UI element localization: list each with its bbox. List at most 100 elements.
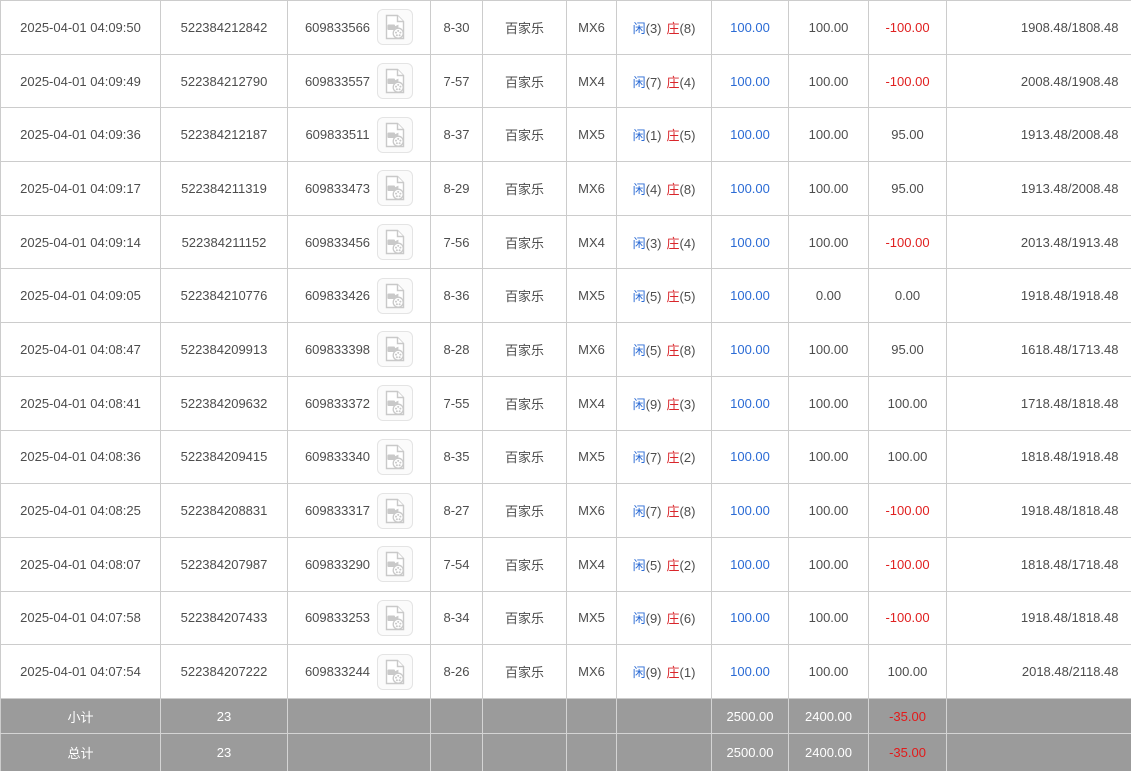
table-name-cell: MX4 [566, 536, 617, 592]
table-row: 2025-04-01 04:08:07 522384207987 6098332… [0, 536, 1131, 592]
bet-amount-cell: 100.00 [711, 214, 789, 270]
balance-cell: 1818.48/1718.48 [946, 536, 1131, 592]
game-round-id: 609833426 [304, 288, 371, 304]
result-cell: 闲(9) 庄(3) [616, 375, 712, 431]
player-result-score: (4) [645, 181, 662, 197]
table-name-cell: MX5 [566, 429, 617, 485]
valid-amount-cell: 100.00 [788, 536, 869, 592]
balance-cell: 1908.48/1808.48 [946, 0, 1131, 55]
bet-amount-cell: 100.00 [711, 644, 789, 699]
bet-id-cell: 522384207222 [160, 644, 288, 699]
video-replay-button[interactable] [377, 492, 414, 529]
win-loss-cell: -100.00 [868, 53, 947, 109]
balance-cell: 1918.48/1818.48 [946, 483, 1131, 538]
video-replay-button[interactable] [377, 546, 414, 583]
video-replay-button[interactable] [377, 63, 414, 100]
game-name-cell: 百家乐 [482, 644, 567, 699]
video-replay-button[interactable] [377, 599, 414, 636]
round-cell: 8-34 [430, 590, 483, 646]
round-cell: 8-28 [430, 322, 483, 377]
bet-amount-link[interactable]: 100.00 [730, 503, 770, 519]
video-replay-icon [383, 605, 407, 631]
table-row: 2025-04-01 04:07:54 522384207222 6098332… [0, 644, 1131, 699]
video-replay-button[interactable] [377, 331, 414, 368]
video-replay-icon [383, 498, 407, 524]
game-name-cell: 百家乐 [482, 53, 567, 109]
video-replay-button[interactable] [377, 277, 414, 314]
player-result-label: 闲 [632, 557, 646, 573]
bet-amount-link[interactable]: 100.00 [730, 341, 770, 357]
bet-amount-link[interactable]: 100.00 [730, 664, 770, 680]
bet-amount-cell: 100.00 [711, 107, 789, 163]
video-replay-icon [383, 229, 407, 255]
result-cell: 闲(4) 庄(8) [616, 161, 712, 216]
banker-result-label: 庄 [666, 181, 680, 197]
bet-amount-link[interactable]: 100.00 [730, 288, 770, 304]
game-round-id: 609833456 [304, 234, 371, 250]
bet-amount-link[interactable]: 100.00 [730, 395, 770, 411]
result-cell: 闲(5) 庄(5) [616, 268, 712, 324]
win-loss-cell: -100.00 [868, 214, 947, 270]
win-loss-cell: 100.00 [868, 644, 947, 699]
valid-amount-cell: 100.00 [788, 429, 869, 485]
game-round-id: 609833398 [304, 341, 371, 357]
banker-result-score: (2) [679, 557, 696, 573]
total-valid-amount: 2400.00 [788, 733, 869, 771]
bet-amount-link[interactable]: 100.00 [730, 127, 770, 143]
bet-id-cell: 522384208831 [160, 483, 288, 538]
subtotal-empty-cell [616, 697, 712, 735]
bet-amount-link[interactable]: 100.00 [730, 19, 770, 35]
video-replay-icon [383, 283, 407, 309]
banker-result-label: 庄 [666, 289, 680, 305]
banker-result-score: (8) [679, 20, 696, 36]
bet-amount-link[interactable]: 100.00 [730, 556, 770, 572]
game-name-cell: 百家乐 [482, 322, 567, 377]
round-cell: 7-57 [430, 53, 483, 109]
bet-id-cell: 522384212790 [160, 53, 288, 109]
subtotal-win-loss: -35.00 [868, 697, 947, 735]
game-round-id-cell: 609833317 [287, 483, 431, 538]
banker-result-score: (8) [679, 342, 696, 358]
bet-amount-link[interactable]: 100.00 [730, 449, 770, 465]
table-row: 2025-04-01 04:09:14 522384211152 6098334… [0, 214, 1131, 270]
round-cell: 8-36 [430, 268, 483, 324]
game-name-cell: 百家乐 [482, 214, 567, 270]
player-result-label: 闲 [632, 181, 646, 197]
game-round-id: 609833244 [304, 664, 371, 680]
video-replay-button[interactable] [377, 438, 414, 475]
video-replay-button[interactable] [377, 385, 414, 422]
total-empty-cell [616, 733, 712, 771]
game-round-id-cell: 609833244 [287, 644, 431, 699]
table-name-cell: MX6 [566, 161, 617, 216]
subtotal-valid-amount: 2400.00 [788, 697, 869, 735]
player-result-label: 闲 [632, 20, 646, 36]
game-round-id: 609833566 [304, 19, 371, 35]
valid-amount-cell: 100.00 [788, 107, 869, 163]
bet-amount-link[interactable]: 100.00 [730, 234, 770, 250]
win-loss-cell: -100.00 [868, 0, 947, 55]
player-result-label: 闲 [632, 396, 646, 412]
total-row: 总计 23 2500.00 2400.00 -35.00 [0, 733, 1131, 771]
result-cell: 闲(9) 庄(1) [616, 644, 712, 699]
video-replay-button[interactable] [377, 170, 414, 207]
video-replay-button[interactable] [376, 116, 413, 153]
bet-amount-link[interactable]: 100.00 [730, 180, 770, 196]
round-cell: 8-30 [430, 0, 483, 55]
video-replay-button[interactable] [377, 653, 414, 690]
bet-time-cell: 2025-04-01 04:09:14 [0, 214, 161, 270]
player-result-score: (5) [645, 289, 662, 305]
banker-result-label: 庄 [666, 74, 680, 90]
game-round-id-cell: 609833566 [287, 0, 431, 55]
banker-result-score: (5) [679, 128, 696, 144]
banker-result-score: (5) [679, 289, 696, 305]
round-cell: 8-37 [430, 107, 483, 163]
total-empty-cell [946, 733, 1131, 771]
bet-amount-link[interactable]: 100.00 [730, 610, 770, 626]
video-replay-button[interactable] [377, 9, 414, 46]
table-row: 2025-04-01 04:08:47 522384209913 6098333… [0, 322, 1131, 377]
result-cell: 闲(5) 庄(8) [616, 322, 712, 377]
bet-amount-link[interactable]: 100.00 [730, 73, 770, 89]
video-replay-button[interactable] [377, 224, 414, 261]
game-round-id: 609833511 [305, 127, 370, 143]
game-round-id: 609833473 [304, 180, 371, 196]
